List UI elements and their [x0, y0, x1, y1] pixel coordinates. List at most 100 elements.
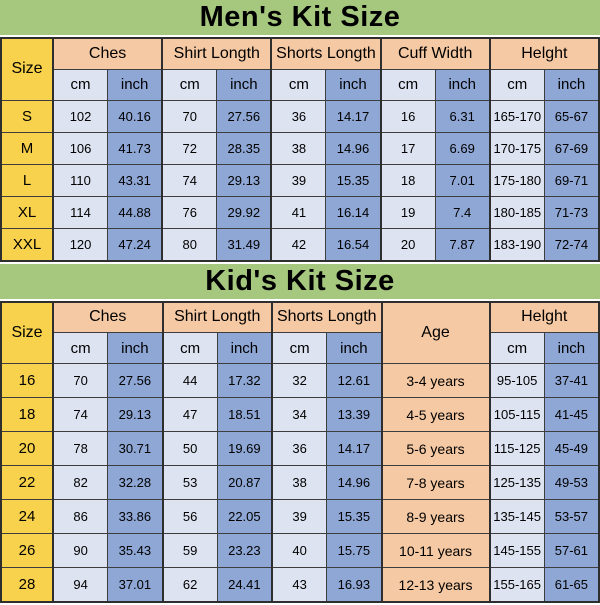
kids-title: Kid's Kit Size	[205, 264, 395, 297]
table-row: XXL 120 47.24 80 31.49 42 16.54 20 7.87 183-190 72…	[0, 227, 600, 261]
value-cell: 165-170	[488, 99, 545, 133]
value-cell: 29.13	[216, 163, 272, 197]
kids-header-group-row: Size Ches Shirt Longth Shorts Longth Age…	[0, 301, 600, 364]
group-header-age: Age	[380, 301, 490, 364]
value-cell: 40.16	[107, 99, 163, 133]
value-cell: 23.23	[216, 533, 273, 568]
value-cell: 17.32	[216, 363, 273, 398]
size-cell: S	[0, 99, 54, 133]
value-cell: 20.87	[216, 465, 273, 500]
value-cell: 57-61	[543, 533, 600, 568]
value-cell: 32	[271, 363, 328, 398]
value-cell: 135-145	[488, 499, 545, 534]
value-cell: 71-73	[543, 195, 600, 229]
value-cell: 94	[52, 567, 109, 603]
value-cell: 120	[52, 227, 109, 261]
unit-header-inch: inch	[325, 68, 382, 101]
table-row: 28 94 37.01 62 24.41 43 16.93 12-13 years 155-16…	[0, 567, 600, 603]
mens-size-table: Size Ches Shirt Longth Shorts Longth Cuf…	[0, 37, 600, 262]
unit-header-cm: cm	[488, 68, 545, 101]
value-cell: 13.39	[326, 397, 382, 432]
value-cell: 72	[161, 131, 218, 165]
value-cell: 37.01	[107, 567, 163, 603]
group-header-ches: Ches	[52, 301, 163, 333]
mens-header-group-row: Size Ches Shirt Longth Shorts Longth Cuf…	[0, 37, 600, 101]
value-cell: 36	[270, 99, 327, 133]
table-row: 22 82 32.28 53 20.87 38 14.96 7-8 years 125-135 4…	[0, 465, 600, 500]
value-cell: 61-65	[543, 567, 600, 603]
value-cell: 44	[161, 363, 218, 398]
value-cell: 44.88	[107, 195, 163, 229]
value-cell: 35.43	[107, 533, 163, 568]
value-cell: 170-175	[488, 131, 545, 165]
value-cell: 7-8 years	[380, 465, 490, 500]
mens-table-body: S 102 40.16 70 27.56 36 14.17 16 6.31 165-170 65-6…	[0, 99, 600, 261]
mens-title-band: Men's Kit Size	[0, 0, 600, 35]
kids-section: Kid's Kit Size Size Ches Shirt Longth Sh…	[0, 263, 600, 603]
value-cell: 16	[379, 99, 436, 133]
unit-header-inch: inch	[434, 68, 491, 101]
value-cell: 5-6 years	[380, 431, 490, 466]
value-cell: 7.01	[434, 163, 491, 197]
value-cell: 30.71	[107, 431, 163, 466]
value-cell: 4-5 years	[380, 397, 490, 432]
value-cell: 39	[271, 499, 328, 534]
value-cell: 76	[161, 195, 218, 229]
mens-title: Men's Kit Size	[199, 1, 401, 33]
value-cell: 16.54	[325, 227, 382, 261]
kids-title-band: Kid's Kit Size	[0, 263, 600, 299]
value-cell: 74	[52, 397, 109, 432]
value-cell: 102	[52, 99, 109, 133]
value-cell: 62	[161, 567, 218, 603]
value-cell: 39	[270, 163, 327, 197]
value-cell: 40	[271, 533, 328, 568]
value-cell: 74	[161, 163, 218, 197]
value-cell: 14.96	[325, 131, 382, 165]
value-cell: 38	[271, 465, 328, 500]
value-cell: 36	[271, 431, 328, 466]
value-cell: 180-185	[488, 195, 545, 229]
size-column-header: Size	[0, 37, 54, 101]
size-cell: 24	[0, 499, 54, 534]
size-cell: 26	[0, 533, 54, 568]
value-cell: 49-53	[543, 465, 600, 500]
mens-section: Men's Kit Size Size Ches Shirt Longth Sh…	[0, 0, 600, 262]
value-cell: 67-69	[543, 131, 600, 165]
unit-header-cm: cm	[379, 68, 436, 101]
size-cell: XXL	[0, 227, 54, 261]
value-cell: 34	[271, 397, 328, 432]
size-cell: L	[0, 163, 54, 197]
value-cell: 3-4 years	[380, 363, 490, 398]
value-cell: 15.35	[325, 163, 382, 197]
value-cell: 43.31	[107, 163, 163, 197]
table-row: XL 114 44.88 76 29.92 41 16.14 19 7.4 180-185 71-7…	[0, 195, 600, 229]
value-cell: 125-135	[488, 465, 545, 500]
value-cell: 12-13 years	[380, 567, 490, 603]
value-cell: 14.96	[326, 465, 382, 500]
value-cell: 27.56	[107, 363, 163, 398]
size-cell: XL	[0, 195, 54, 229]
size-column-header: Size	[0, 301, 54, 364]
unit-header-cm: cm	[161, 332, 218, 364]
kids-size-table: Size Ches Shirt Longth Shorts Longth Age…	[0, 300, 600, 603]
value-cell: 15.35	[326, 499, 382, 534]
value-cell: 155-165	[488, 567, 545, 603]
value-cell: 27.56	[216, 99, 272, 133]
value-cell: 43	[271, 567, 328, 603]
size-cell: 16	[0, 363, 54, 398]
value-cell: 90	[52, 533, 109, 568]
value-cell: 69-71	[543, 163, 600, 197]
value-cell: 41	[270, 195, 327, 229]
table-row: 16 70 27.56 44 17.32 32 12.61 3-4 years 95-105 37…	[0, 363, 600, 398]
value-cell: 47.24	[107, 227, 163, 261]
value-cell: 14.17	[326, 431, 382, 466]
size-cell: 18	[0, 397, 54, 432]
value-cell: 10-11 years	[380, 533, 490, 568]
value-cell: 18.51	[216, 397, 273, 432]
unit-header-cm: cm	[271, 332, 328, 364]
size-cell: 28	[0, 567, 54, 603]
value-cell: 22.05	[216, 499, 273, 534]
value-cell: 6.31	[434, 99, 491, 133]
value-cell: 53-57	[543, 499, 600, 534]
unit-header-cm: cm	[52, 68, 109, 101]
